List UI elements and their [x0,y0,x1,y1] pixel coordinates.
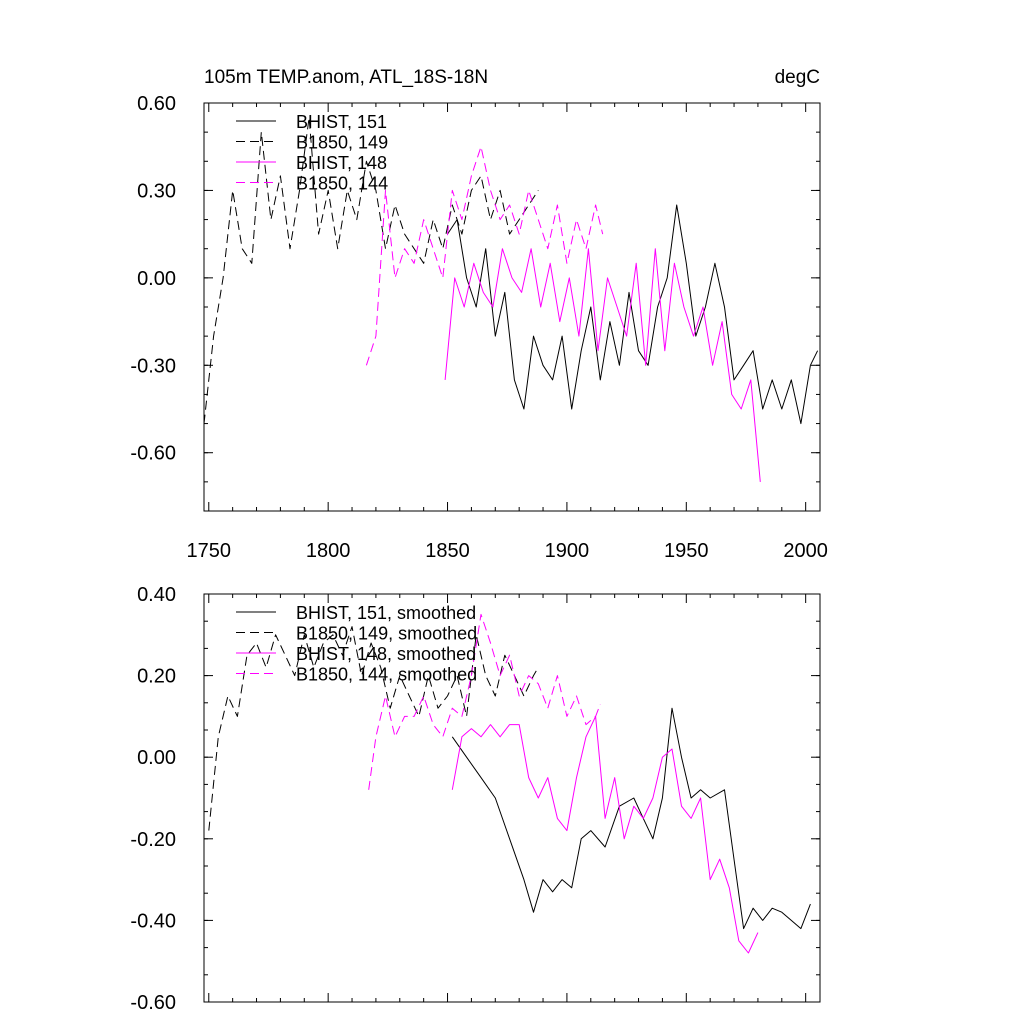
x-tick-label: 1900 [545,540,590,562]
y-tick-label: 0.00 [137,268,176,290]
legend-label: BHIST, 148, smoothed [296,644,476,664]
y-tick-label: 0.60 [137,93,176,115]
y-tick-label: -0.20 [130,829,176,851]
series-line-bottom-1 [208,626,539,831]
series-line-top-0 [447,204,819,425]
series-line-bottom-3 [368,613,601,790]
x-tick-label: 2000 [783,540,828,562]
y-tick-label: 0.00 [137,747,176,769]
series-line-top-3 [365,146,604,366]
legend-label: B1850, 144, smoothed [296,665,477,685]
chart-title: 105m TEMP.anom, ATL_18S-18N [204,67,488,88]
units-label: degC [775,67,820,88]
y-tick-label: 0.20 [137,666,176,688]
y-tick-label: -0.60 [130,443,176,465]
series-line-bottom-0 [451,707,811,930]
series-line-bottom-2 [451,715,759,954]
x-tick-label: 1800 [306,540,351,562]
series-line-top-2 [444,248,761,482]
x-tick-label: 1750 [187,540,232,562]
legend-label: B1850, 149, smoothed [296,624,477,644]
y-tick-label: -0.30 [130,355,176,377]
y-tick-label: 0.40 [137,584,176,606]
legend-label: B1850, 149 [296,133,388,153]
x-tick-label: 1950 [664,540,709,562]
x-tick-label: 1850 [425,540,470,562]
legend-label: BHIST, 151, smoothed [296,603,476,623]
legend-label: BHIST, 148 [296,153,387,173]
top-panel: 0.60 0.30 0.00 -0.30 -0.60 1750 1800 1850 1900 19… [130,93,828,562]
y-tick-label: -0.60 [130,992,176,1014]
legend-label: BHIST, 151 [296,112,387,132]
y-tick-label: -0.40 [130,910,176,932]
series-line-top-1 [203,117,539,424]
bottom-panel: 0.40 0.20 0.00 -0.20 -0.40 -0.60 BHIST, 151, s… [130,584,820,1014]
bottom-plot-frame [203,593,821,1003]
y-tick-label: 0.30 [137,180,176,202]
legend-label: B1850, 144 [296,174,388,194]
